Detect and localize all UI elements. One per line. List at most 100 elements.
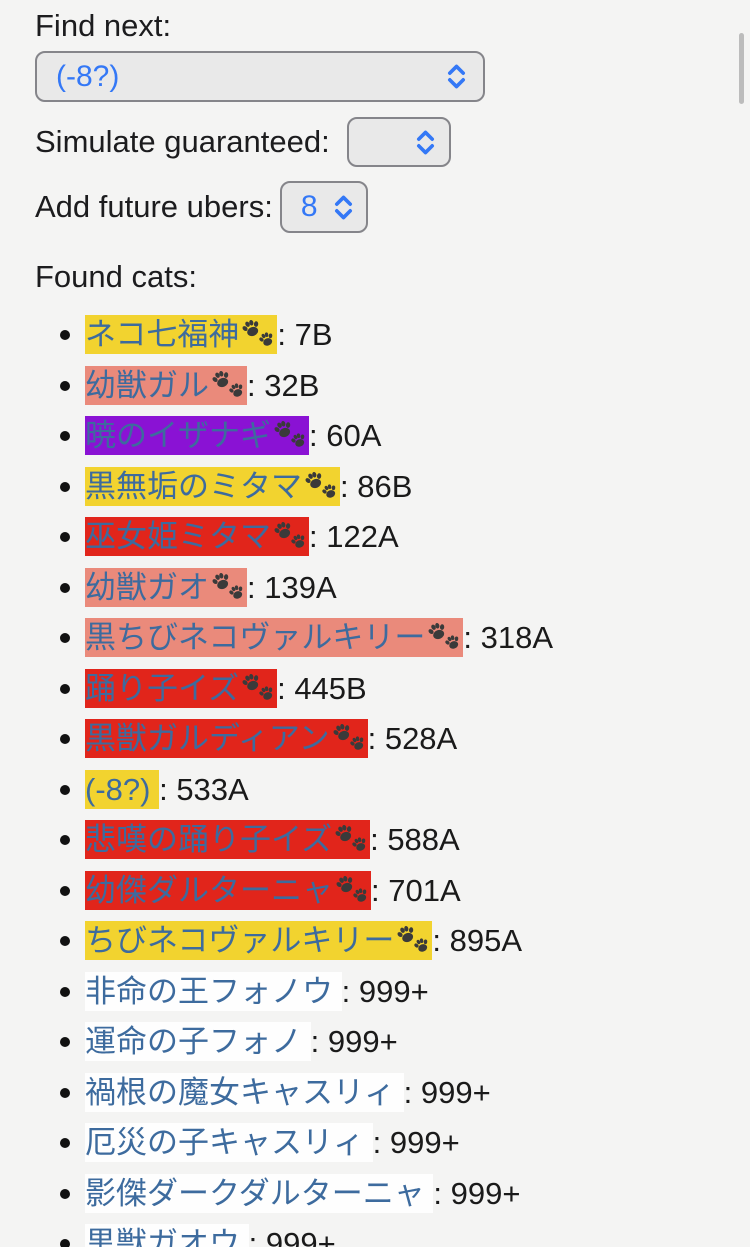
cat-name: 黒獣ガルディアン bbox=[85, 721, 330, 756]
pad-space bbox=[364, 1125, 373, 1160]
cat-distance: 999+ bbox=[389, 1125, 460, 1160]
list-item: 黒ちびネコヴァルキリー : 318A bbox=[60, 618, 750, 657]
cat-name: 禍根の魔女キャスリィ bbox=[85, 1074, 395, 1110]
found-cats-heading: Found cats: bbox=[35, 259, 197, 294]
find-next-label: Find next: bbox=[35, 8, 172, 43]
separator: : bbox=[372, 1125, 390, 1160]
cat-link[interactable]: 暁のイザナギ bbox=[85, 416, 309, 455]
separator: : bbox=[309, 418, 327, 453]
list-item: 黒獣ガルディアン : 528A bbox=[60, 719, 750, 758]
list-item: 幼獣ガル : 32B bbox=[60, 365, 750, 405]
separator: : bbox=[340, 468, 358, 504]
separator: : bbox=[247, 367, 265, 403]
cat-name: 幼傑ダルターニャ bbox=[85, 872, 333, 908]
simulate-guaranteed-label: Simulate guaranteed: bbox=[35, 124, 330, 159]
cat-link[interactable]: 運命の子フォノ bbox=[85, 1022, 311, 1061]
cat-link[interactable]: 黒無垢のミタマ bbox=[85, 466, 340, 506]
cat-distance: 999+ bbox=[420, 1074, 491, 1110]
cat-distance: 895A bbox=[449, 923, 523, 958]
chevron-up-down-icon bbox=[445, 62, 468, 91]
cat-link[interactable]: 黒獣ガルディアン bbox=[85, 719, 368, 758]
cat-link[interactable]: 踊り子イズ bbox=[85, 668, 278, 708]
cat-name: (-8?) bbox=[85, 771, 151, 807]
list-item: ネコ七福神 : 7B bbox=[60, 315, 750, 354]
cat-distance: 701A bbox=[388, 872, 461, 908]
cat-distance: 999+ bbox=[265, 1226, 336, 1247]
list-item: 厄災の子キャスリィ : 999+ bbox=[60, 1123, 750, 1162]
paw-prints-icon bbox=[239, 670, 277, 707]
cat-name: 非命の王フォノウ bbox=[85, 973, 333, 1009]
list-item: (-8?) : 533A bbox=[60, 769, 750, 809]
list-item: 幼傑ダルターニャ : 701A bbox=[60, 870, 750, 910]
cat-link[interactable]: 厄災の子キャスリィ bbox=[85, 1123, 373, 1162]
separator: : bbox=[159, 771, 177, 807]
cat-name: 黒ちびネコヴァルキリー bbox=[85, 620, 426, 655]
cat-link[interactable]: 黒ちびネコヴァルキリー bbox=[85, 618, 464, 657]
pad-space bbox=[333, 974, 342, 1009]
cat-distance: 445B bbox=[294, 670, 367, 706]
find-next-select[interactable]: (-8?) bbox=[35, 51, 485, 102]
cat-link[interactable]: 幼獣ガル bbox=[85, 365, 247, 405]
cat-link[interactable]: 黒獣ガオウ bbox=[85, 1224, 249, 1247]
separator: : bbox=[309, 519, 327, 554]
cat-link[interactable]: (-8?) bbox=[85, 769, 160, 809]
cat-name: 厄災の子キャスリィ bbox=[85, 1125, 364, 1160]
cat-name: 巫女姫ミタマ bbox=[85, 519, 271, 554]
cat-name: 踊り子イズ bbox=[85, 670, 240, 706]
add-future-ubers-row: Add future ubers: 8 bbox=[35, 181, 750, 233]
separator: : bbox=[370, 822, 388, 857]
add-future-ubers-select[interactable]: 8 bbox=[279, 181, 368, 233]
simulate-guaranteed-row: Simulate guaranteed: bbox=[35, 117, 750, 167]
simulate-guaranteed-select[interactable] bbox=[346, 117, 451, 167]
separator: : bbox=[371, 872, 389, 908]
cat-name: 黒無垢のミタマ bbox=[85, 468, 302, 504]
cat-link[interactable]: ネコ七福神 bbox=[85, 315, 278, 354]
cat-link[interactable]: 禍根の魔女キャスリィ bbox=[85, 1072, 404, 1112]
find-next-select-value: (-8?) bbox=[56, 59, 120, 93]
paw-prints-icon bbox=[394, 922, 432, 959]
list-item: 黒無垢のミタマ : 86B bbox=[60, 466, 750, 506]
cat-link[interactable]: 影傑ダークダルターニャ bbox=[85, 1173, 434, 1213]
separator: : bbox=[277, 317, 295, 352]
paw-prints-icon bbox=[302, 468, 340, 505]
cat-name: 黒獣ガオウ bbox=[85, 1226, 240, 1247]
add-future-ubers-label: Add future ubers: bbox=[35, 189, 273, 224]
cat-link[interactable]: 幼獣ガオ bbox=[85, 567, 247, 607]
separator: : bbox=[341, 973, 359, 1009]
cat-name: ちびネコヴァルキリー bbox=[85, 923, 395, 958]
list-item: 非命の王フォノウ : 999+ bbox=[60, 971, 750, 1011]
cat-distance: 86B bbox=[357, 468, 413, 504]
cat-link[interactable]: 幼傑ダルターニャ bbox=[85, 870, 371, 910]
cat-name: 幼獣ガル bbox=[85, 367, 209, 403]
pad-space bbox=[395, 1075, 404, 1110]
cat-distance: 60A bbox=[326, 418, 382, 453]
scrollbar-thumb[interactable] bbox=[739, 33, 744, 104]
paw-prints-icon bbox=[425, 619, 463, 656]
cat-distance: 999+ bbox=[358, 973, 429, 1009]
list-item: 黒獣ガオウ : 999+ bbox=[60, 1224, 750, 1247]
paw-prints-icon bbox=[271, 518, 309, 555]
list-item: 幼獣ガオ : 139A bbox=[60, 567, 750, 607]
cat-link[interactable]: ちびネコヴァルキリー bbox=[85, 921, 433, 960]
cat-distance: 999+ bbox=[327, 1024, 398, 1059]
cat-distance: 139A bbox=[264, 569, 337, 605]
cat-link[interactable]: 非命の王フォノウ bbox=[85, 971, 342, 1011]
list-item: 巫女姫ミタマ : 122A bbox=[60, 517, 750, 556]
cat-name: 幼獣ガオ bbox=[85, 569, 209, 605]
list-item: 運命の子フォノ : 999+ bbox=[60, 1022, 750, 1061]
separator: : bbox=[433, 1175, 451, 1211]
cat-distance: 318A bbox=[480, 620, 554, 655]
paw-prints-icon bbox=[239, 316, 277, 353]
chevron-up-down-icon bbox=[414, 128, 437, 157]
pad-space bbox=[150, 772, 159, 807]
paw-prints-icon bbox=[209, 367, 247, 404]
cat-distance: 999+ bbox=[450, 1175, 521, 1211]
cat-distance: 7B bbox=[294, 317, 333, 352]
list-item: 悲嘆の踊り子イズ : 588A bbox=[60, 820, 750, 859]
separator: : bbox=[403, 1074, 421, 1110]
cat-link[interactable]: 悲嘆の踊り子イズ bbox=[85, 820, 371, 859]
cat-name: 悲嘆の踊り子イズ bbox=[85, 822, 333, 857]
separator: : bbox=[463, 620, 481, 655]
cat-link[interactable]: 巫女姫ミタマ bbox=[85, 517, 309, 556]
